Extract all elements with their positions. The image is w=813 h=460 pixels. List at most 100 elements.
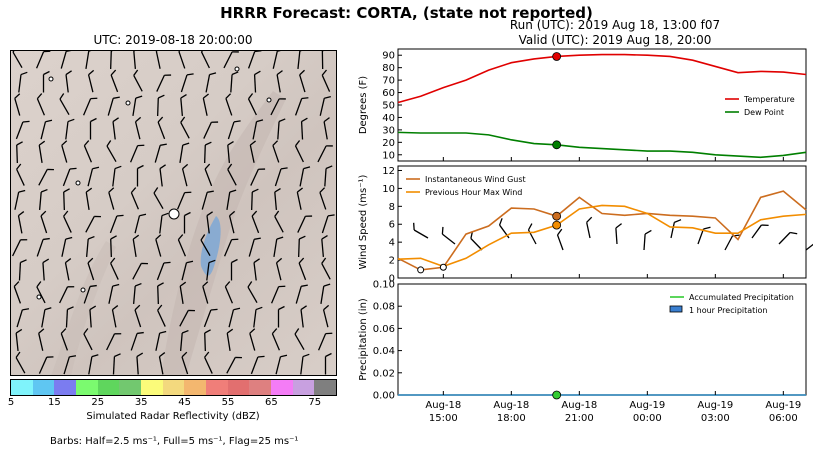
- barb-staff: [586, 222, 591, 239]
- barb-staff: [203, 121, 212, 139]
- barb-staff: [15, 121, 24, 140]
- barb-flag: [36, 281, 42, 288]
- barb-flag: [498, 218, 503, 226]
- wind-barb: [223, 238, 239, 257]
- wind-barb: [65, 306, 74, 328]
- panel-2-wind-barb: [643, 229, 652, 251]
- wind-barb: [85, 51, 96, 69]
- panel-1-y-tick-label: 80: [382, 63, 395, 74]
- wind-barb: [224, 281, 234, 304]
- barb-flag: [164, 74, 172, 76]
- barb-staff: [83, 145, 93, 163]
- wind-barb: [206, 259, 216, 281]
- panel-2-legend-label: Instantaneous Wind Gust: [425, 175, 526, 184]
- barb-staff: [157, 97, 159, 117]
- colorbar-swatch: [227, 380, 250, 395]
- barb-staff: [132, 285, 136, 305]
- barb-flag: [305, 215, 313, 217]
- barb-flag: [112, 283, 120, 287]
- wind-barb: [273, 236, 284, 257]
- barb-staff: [60, 333, 69, 351]
- barb-staff: [556, 234, 564, 251]
- wind-barb: [274, 210, 284, 233]
- panel-1-y-tick-label: 60: [382, 88, 395, 99]
- barb-flag: [703, 226, 711, 230]
- barb-staff: [206, 215, 210, 234]
- barb-flag: [108, 187, 115, 193]
- barb-flag: [206, 211, 213, 217]
- barb-flag: [90, 284, 97, 288]
- barb-flag: [14, 93, 21, 99]
- colorbar-ticks: 5 15 25 35 45 55 65 75: [0, 397, 345, 411]
- wind-barb: [157, 116, 166, 140]
- barb-staff: [247, 51, 256, 69]
- wind-barb: [275, 354, 288, 375]
- barb-staff: [253, 74, 257, 93]
- barb-staff: [230, 74, 233, 93]
- barb-flag: [186, 260, 194, 264]
- barb-flag: [276, 257, 283, 264]
- panel-1-legend-label: Temperature: [743, 95, 795, 104]
- barb-flag: [204, 329, 211, 334]
- barb-flag: [134, 304, 141, 311]
- panel-1-y-tick-label: 10: [382, 150, 395, 161]
- wind-barb: [156, 261, 171, 281]
- barb-staff: [38, 356, 48, 374]
- mountain-ridge-shade: [51, 241, 116, 375]
- barb-flag: [527, 223, 533, 231]
- barb-staff: [205, 74, 211, 93]
- barb-staff: [274, 191, 278, 211]
- barb-flag: [204, 163, 211, 170]
- barb-staff: [179, 144, 184, 163]
- panel-1-y-tick-label: 40: [382, 113, 395, 124]
- barb-flag: [302, 353, 310, 358]
- barb-staff: [320, 285, 325, 304]
- panel-2-wind-barb: [413, 222, 429, 239]
- barb-staff: [83, 333, 93, 351]
- wind-barb: [16, 141, 23, 164]
- barb-staff: [130, 192, 140, 210]
- barb-staff: [206, 262, 210, 281]
- barb-staff: [36, 286, 46, 304]
- wind-barb: [248, 237, 261, 257]
- barb-staff: [227, 169, 237, 186]
- barb-flag: [247, 281, 253, 288]
- panel-1-legend-label: Dew Point: [744, 108, 784, 117]
- wind-barb: [317, 332, 333, 351]
- barb-staff: [134, 215, 141, 234]
- wind-barb: [230, 258, 238, 281]
- colorbar-swatch: [54, 380, 77, 395]
- wind-barb: [38, 356, 54, 374]
- barb-staff: [59, 286, 69, 304]
- barb-flag: [135, 116, 142, 123]
- barb-staff: [110, 74, 119, 93]
- wind-barb: [250, 168, 266, 186]
- panel-3-legend-label: 1 hour Precipitation: [689, 306, 768, 315]
- barb-flag: [271, 328, 278, 335]
- barb-staff: [227, 121, 235, 140]
- barb-staff: [296, 192, 302, 210]
- barb-staff: [40, 121, 47, 140]
- barb-flag: [46, 356, 54, 358]
- barb-flag: [87, 235, 95, 240]
- wind-barb: [204, 163, 213, 187]
- wind-barb: [200, 234, 211, 256]
- barb-staff: [36, 239, 44, 257]
- colorbar-swatch: [32, 380, 55, 395]
- barb-staff: [228, 215, 235, 234]
- barb-flag: [90, 97, 98, 100]
- barb-flag: [205, 141, 212, 146]
- wind-barb: [13, 281, 22, 304]
- wind-barb: [203, 308, 218, 328]
- barb-flag: [321, 234, 328, 240]
- colorbar-swatch: [184, 380, 207, 395]
- barb-flag: [157, 116, 164, 123]
- wind-barb: [108, 187, 115, 210]
- panel-2-y-axis-label: Wind Speed (ms⁻¹): [358, 174, 369, 269]
- barb-staff: [202, 98, 208, 116]
- wind-barb: [65, 118, 75, 140]
- wind-barb: [205, 72, 217, 93]
- barb-flag: [272, 140, 279, 146]
- barb-staff: [299, 74, 306, 93]
- barb-staff: [200, 51, 210, 69]
